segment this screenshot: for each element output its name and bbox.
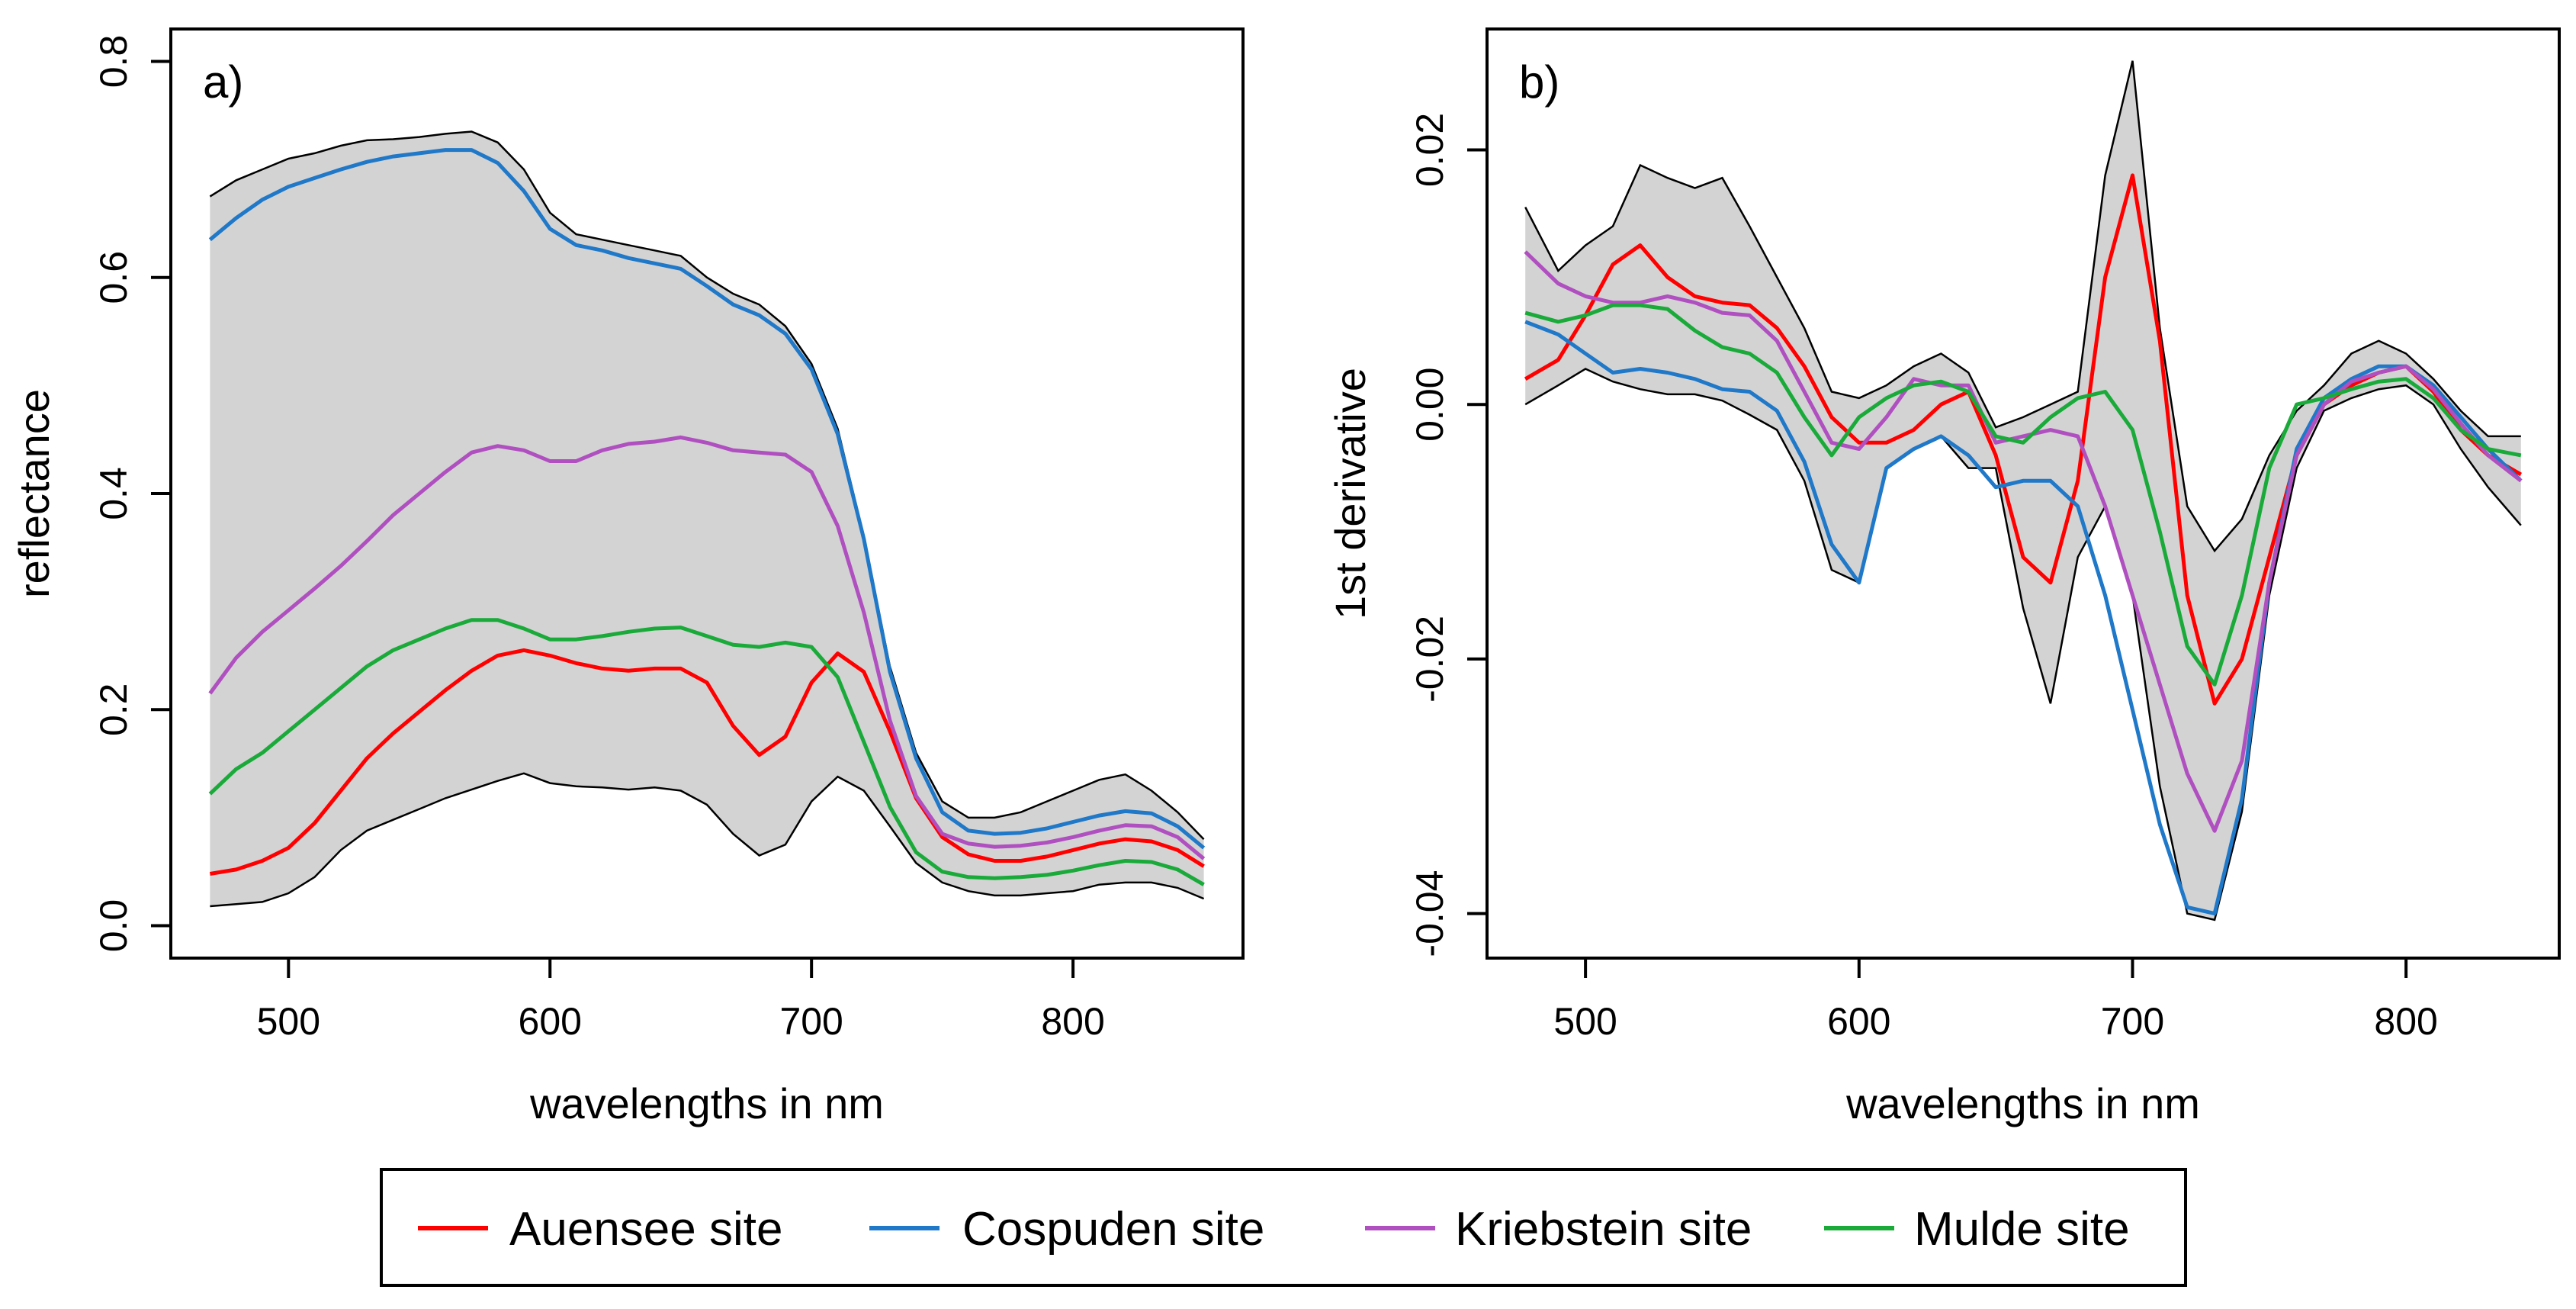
panel-b-x-axis-title: wavelengths in nm: [1845, 1079, 2200, 1127]
panel-a-series-auensee-site: [209, 648, 1205, 876]
panel-a-panel-label: a): [203, 56, 243, 108]
panel-b-plot-frame: [1486, 27, 2561, 960]
panel-a-ytick-label: 0.6: [92, 251, 135, 304]
panel-b-xtick-label: 700: [2101, 1000, 2164, 1043]
panel-a-ytick-label: 0.8: [92, 35, 135, 88]
panel-a-ytick-label: 0.4: [92, 467, 135, 520]
panel-b-series-mulde-site: [1524, 303, 2522, 687]
panel-a-y-axis-title: reflectance: [10, 389, 58, 598]
panel-a-series-cospuden-site: [208, 148, 1206, 850]
legend-label-cospuden: Cospuden site: [962, 1203, 1264, 1256]
panel-b-first-derivative: b) 500 600 700 800 -0.04 -0.02 0.00 0.02 waveleng…: [1326, 27, 2561, 1127]
panel-a-ytick-label: 0.2: [92, 683, 135, 736]
panel-b-band-lower-edge: [1524, 368, 2522, 921]
panel-b-band-upper-edge: [1524, 60, 2521, 553]
panel-a-band-upper-edge: [209, 130, 1205, 841]
legend-label-auensee: Auensee site: [509, 1203, 782, 1256]
panel-b-series-kriebstein-site: [1524, 250, 2523, 833]
panel-b-series-cospuden-site: [1524, 320, 2523, 916]
panel-a-series-kriebstein-site: [208, 435, 1206, 860]
panel-b-ytick-label: -0.04: [1408, 870, 1451, 957]
legend-label-kriebstein: Kriebstein site: [1455, 1203, 1752, 1256]
panel-a-xtick-label: 700: [779, 1000, 843, 1043]
panel-b-xtick-label: 600: [1827, 1000, 1890, 1043]
panel-a-series-mulde-site: [208, 618, 1205, 886]
panel-a-xtick-label: 500: [257, 1000, 320, 1043]
panel-a-reflectance: a) 500 600 700 800 0.0 0.2 0.4 0.6 0.8 wavelengths…: [10, 27, 1245, 1127]
panel-b-ytick-label: 0.02: [1408, 113, 1451, 187]
panel-a-ytick-label: 0.0: [92, 899, 135, 953]
panel-b-panel-label: b): [1519, 56, 1559, 108]
panel-a-band-lower-edge: [210, 772, 1205, 908]
panel-a-x-axis-title: wavelengths in nm: [529, 1079, 884, 1127]
panel-b-y-axis-title: 1st derivative: [1326, 368, 1374, 619]
panel-b-xtick-label: 800: [2374, 1000, 2437, 1043]
panel-a-range-band: [210, 131, 1204, 906]
panel-a-xtick-label: 800: [1041, 1000, 1104, 1043]
panel-b-ytick-label: 0.00: [1408, 368, 1451, 442]
panel-b-ytick-label: -0.02: [1408, 616, 1451, 703]
panel-b-xtick-label: 500: [1553, 1000, 1617, 1043]
panel-b-range-band: [1525, 60, 2521, 920]
panel-b-series-auensee-site: [1524, 173, 2523, 706]
legend: Auensee site Cospuden site Kriebstein si…: [380, 1168, 2187, 1287]
legend-label-mulde: Mulde site: [1914, 1203, 2130, 1256]
panel-a-xtick-label: 600: [519, 1000, 582, 1043]
